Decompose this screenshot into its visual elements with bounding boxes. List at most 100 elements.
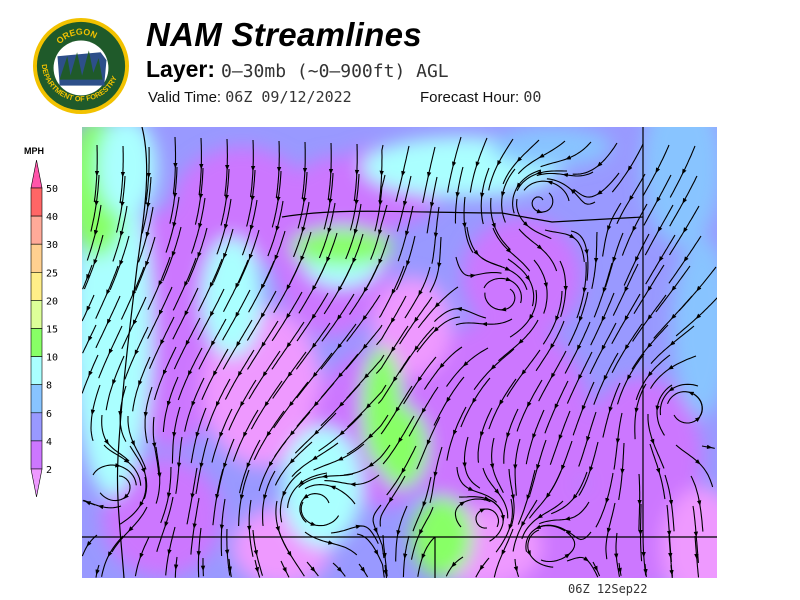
streamline bbox=[227, 558, 232, 573]
streamline bbox=[172, 165, 176, 195]
streamline bbox=[417, 556, 424, 577]
streamline bbox=[299, 496, 307, 523]
streamline bbox=[223, 228, 234, 259]
streamline bbox=[124, 352, 137, 380]
streamline bbox=[349, 202, 357, 231]
streamline bbox=[619, 570, 622, 576]
streamline bbox=[421, 386, 439, 414]
streamline bbox=[358, 563, 366, 573]
streamline bbox=[615, 556, 621, 578]
streamline bbox=[313, 412, 337, 436]
streamline bbox=[108, 325, 123, 355]
wind-speed-region bbox=[492, 127, 612, 167]
streamline bbox=[166, 466, 172, 499]
streamline bbox=[289, 411, 311, 436]
colorbar-tick-label: 8 bbox=[46, 381, 52, 392]
streamline bbox=[516, 198, 529, 227]
streamline bbox=[572, 471, 588, 500]
streamline bbox=[241, 227, 252, 256]
streamline bbox=[416, 329, 436, 353]
map-timestamp: 06Z 12Sep22 bbox=[568, 582, 648, 596]
streamline bbox=[306, 561, 316, 573]
streamline bbox=[253, 434, 269, 461]
streamline bbox=[401, 445, 417, 474]
streamline bbox=[639, 532, 643, 562]
streamline bbox=[298, 288, 314, 314]
streamline bbox=[378, 173, 383, 203]
streamline bbox=[535, 170, 567, 175]
colorbar-tick-label: 10 bbox=[46, 353, 58, 364]
streamline bbox=[296, 375, 315, 399]
streamline bbox=[382, 440, 400, 465]
streamline bbox=[514, 467, 517, 496]
streamline bbox=[326, 232, 338, 263]
streamline bbox=[501, 168, 516, 198]
streamline bbox=[212, 496, 218, 526]
streamline bbox=[403, 379, 420, 405]
streamline bbox=[332, 562, 343, 573]
streamline bbox=[611, 168, 630, 193]
streamline bbox=[111, 529, 131, 553]
streamline bbox=[160, 316, 175, 346]
streamline bbox=[126, 461, 142, 486]
streamline bbox=[280, 560, 287, 573]
streamline bbox=[278, 530, 292, 557]
streamline bbox=[162, 254, 174, 282]
streamline bbox=[356, 533, 379, 556]
streamline bbox=[395, 532, 399, 562]
streamline bbox=[513, 558, 519, 572]
streamline bbox=[536, 172, 566, 177]
streamline bbox=[327, 202, 336, 234]
streamline bbox=[160, 495, 170, 524]
streamline bbox=[475, 508, 488, 529]
streamline bbox=[525, 436, 534, 465]
streamline bbox=[82, 373, 91, 394]
streamline bbox=[479, 557, 490, 571]
streamline bbox=[655, 384, 673, 412]
streamline bbox=[386, 471, 404, 496]
streamline bbox=[433, 206, 440, 239]
streamline bbox=[224, 374, 240, 400]
streamline bbox=[145, 175, 150, 205]
streamline bbox=[171, 226, 182, 257]
streamline bbox=[573, 188, 600, 198]
streamline bbox=[642, 170, 658, 197]
streamline bbox=[388, 475, 406, 503]
streamline bbox=[634, 233, 650, 262]
streamline bbox=[462, 196, 467, 229]
streamline bbox=[135, 264, 147, 292]
streamline bbox=[132, 266, 145, 296]
streamline bbox=[564, 347, 579, 374]
streamline bbox=[617, 562, 622, 574]
streamline bbox=[247, 344, 264, 370]
streamline bbox=[503, 435, 509, 464]
streamline bbox=[528, 495, 548, 519]
streamline bbox=[346, 376, 367, 399]
wind-speed-colorbar: 50 40 30 25 20 15 10 8 6 4 2 bbox=[30, 159, 58, 498]
streamline bbox=[532, 409, 545, 440]
streamline bbox=[462, 347, 489, 367]
streamline bbox=[399, 348, 417, 373]
streamline bbox=[396, 505, 408, 536]
streamline bbox=[709, 446, 715, 449]
streamline bbox=[86, 264, 93, 280]
wind-speed-region bbox=[642, 127, 717, 247]
streamline bbox=[249, 168, 254, 198]
colorbar-segment-4-6 bbox=[30, 412, 43, 442]
streamline bbox=[433, 316, 461, 333]
wind-speed-region bbox=[377, 407, 427, 487]
streamline bbox=[271, 345, 289, 370]
streamline bbox=[194, 196, 202, 225]
streamline bbox=[151, 416, 157, 449]
streamline bbox=[434, 308, 459, 322]
streamline bbox=[287, 482, 302, 508]
streamline bbox=[641, 534, 646, 558]
streamline bbox=[426, 205, 433, 234]
streamline bbox=[621, 229, 635, 256]
streamline bbox=[243, 409, 259, 438]
streamline bbox=[219, 498, 226, 531]
streamline bbox=[482, 467, 500, 495]
streamline bbox=[289, 441, 313, 464]
streamline bbox=[446, 364, 466, 387]
streamline bbox=[187, 347, 203, 376]
